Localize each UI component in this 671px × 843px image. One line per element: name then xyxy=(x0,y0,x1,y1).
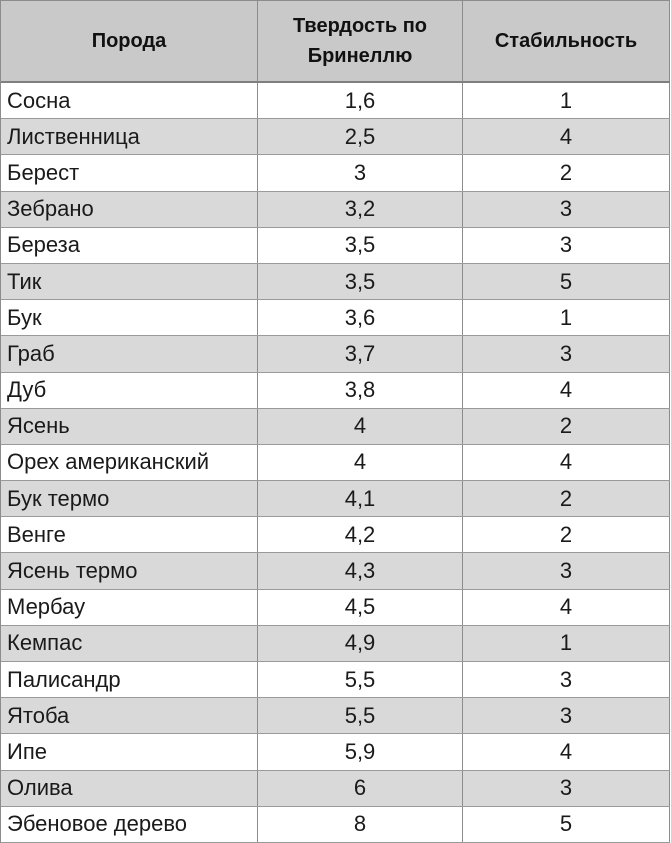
cell-breed: Ясень термо xyxy=(1,553,258,589)
cell-hardness: 4,5 xyxy=(258,589,463,625)
cell-stability: 4 xyxy=(463,372,670,408)
cell-breed: Олива xyxy=(1,770,258,806)
table-row: Граб 3,7 3 xyxy=(1,336,670,373)
cell-breed: Эбеновое дерево xyxy=(1,806,258,842)
cell-hardness: 6 xyxy=(258,770,463,806)
cell-stability: 4 xyxy=(463,119,670,155)
table-row: Олива 6 3 xyxy=(1,770,670,807)
cell-stability: 1 xyxy=(463,83,670,119)
cell-hardness: 3,5 xyxy=(258,263,463,300)
cell-breed: Ясень xyxy=(1,408,258,444)
cell-breed: Ятоба xyxy=(1,698,258,734)
cell-hardness: 4,9 xyxy=(258,625,463,661)
cell-hardness: 3,2 xyxy=(258,191,463,227)
cell-hardness: 4,3 xyxy=(258,553,463,589)
table-row: Лиственница 2,5 4 xyxy=(1,119,670,156)
cell-stability: 2 xyxy=(463,481,670,517)
cell-stability: 4 xyxy=(463,444,670,481)
cell-stability: 2 xyxy=(463,408,670,444)
table-row: Орех американский 4 4 xyxy=(1,444,670,482)
cell-breed: Мербау xyxy=(1,589,258,625)
cell-stability: 3 xyxy=(463,770,670,806)
cell-stability: 2 xyxy=(463,155,670,191)
table-row: Зебрано 3,2 3 xyxy=(1,191,670,228)
table-row: Кемпас 4,9 1 xyxy=(1,625,670,662)
cell-hardness: 4 xyxy=(258,408,463,444)
table-row: Палисандр 5,5 3 xyxy=(1,662,670,699)
table-row: Бук термо 4,1 2 xyxy=(1,481,670,518)
cell-stability: 3 xyxy=(463,336,670,372)
table-row: Сосна 1,6 1 xyxy=(1,83,670,120)
cell-hardness: 3,6 xyxy=(258,300,463,336)
cell-breed: Венге xyxy=(1,517,258,553)
cell-hardness: 5,5 xyxy=(258,698,463,734)
cell-hardness: 5,9 xyxy=(258,734,463,770)
cell-breed: Дуб xyxy=(1,372,258,408)
cell-stability: 4 xyxy=(463,734,670,770)
table-row: Тик 3,5 5 xyxy=(1,263,670,301)
table-row: Ясень термо 4,3 3 xyxy=(1,553,670,590)
cell-stability: 3 xyxy=(463,698,670,734)
cell-hardness: 3,7 xyxy=(258,336,463,372)
table-row: Ясень 4 2 xyxy=(1,408,670,445)
cell-breed: Зебрано xyxy=(1,191,258,227)
cell-hardness: 2,5 xyxy=(258,119,463,155)
table-row: Венге 4,2 2 xyxy=(1,517,670,554)
cell-stability: 1 xyxy=(463,625,670,661)
cell-hardness: 3 xyxy=(258,155,463,191)
table-row: Бук 3,6 1 xyxy=(1,300,670,337)
table-header-row: Порода Твердость по Бринеллю Стабильност… xyxy=(1,1,670,83)
table-row: Дуб 3,8 4 xyxy=(1,372,670,409)
header-stability: Стабильность xyxy=(463,1,670,81)
cell-stability: 5 xyxy=(463,806,670,842)
cell-hardness: 4 xyxy=(258,444,463,481)
cell-breed: Тик xyxy=(1,263,258,300)
cell-stability: 4 xyxy=(463,589,670,625)
cell-breed: Палисандр xyxy=(1,662,258,698)
cell-stability: 1 xyxy=(463,300,670,336)
cell-hardness: 3,5 xyxy=(258,227,463,263)
cell-stability: 3 xyxy=(463,227,670,263)
cell-breed: Кемпас xyxy=(1,625,258,661)
cell-breed: Бук термо xyxy=(1,481,258,517)
cell-breed: Береза xyxy=(1,227,258,263)
cell-hardness: 4,1 xyxy=(258,481,463,517)
header-breed: Порода xyxy=(1,1,258,81)
table-row: Ипе 5,9 4 xyxy=(1,734,670,771)
cell-hardness: 5,5 xyxy=(258,662,463,698)
cell-breed: Берест xyxy=(1,155,258,191)
cell-breed: Сосна xyxy=(1,83,258,119)
header-hardness: Твердость по Бринеллю xyxy=(258,1,463,81)
cell-breed: Лиственница xyxy=(1,119,258,155)
table-row: Эбеновое дерево 8 5 xyxy=(1,806,670,843)
table-row: Ятоба 5,5 3 xyxy=(1,698,670,735)
cell-breed: Граб xyxy=(1,336,258,372)
cell-hardness: 1,6 xyxy=(258,83,463,119)
cell-stability: 2 xyxy=(463,517,670,553)
table-row: Берест 3 2 xyxy=(1,155,670,192)
cell-stability: 3 xyxy=(463,553,670,589)
table-row: Береза 3,5 3 xyxy=(1,227,670,264)
table-row: Мербау 4,5 4 xyxy=(1,589,670,626)
cell-stability: 5 xyxy=(463,263,670,300)
cell-hardness: 8 xyxy=(258,806,463,842)
cell-breed: Бук xyxy=(1,300,258,336)
cell-hardness: 3,8 xyxy=(258,372,463,408)
cell-breed: Ипе xyxy=(1,734,258,770)
cell-stability: 3 xyxy=(463,191,670,227)
cell-breed: Орех американский xyxy=(1,444,258,481)
cell-hardness: 4,2 xyxy=(258,517,463,553)
cell-stability: 3 xyxy=(463,662,670,698)
table-body: Сосна 1,6 1 Лиственница 2,5 4 Берест 3 2 Зебрано 3… xyxy=(1,83,670,843)
